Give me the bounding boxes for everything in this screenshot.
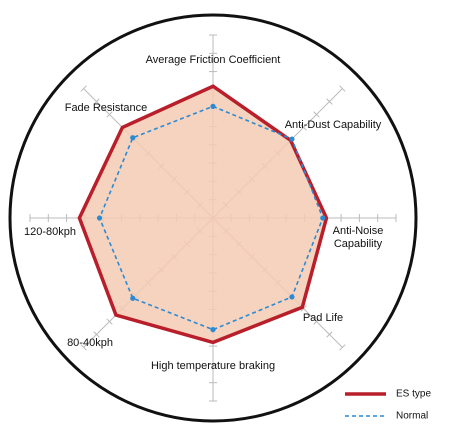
category-label: Pad Life: [303, 312, 343, 324]
point: [320, 215, 326, 221]
point: [210, 103, 216, 109]
tick-mark: [93, 98, 100, 105]
tick-mark: [339, 85, 346, 92]
tick-mark: [93, 331, 100, 338]
point: [130, 135, 136, 141]
category-label: Anti-Noise Capability: [332, 225, 384, 250]
outer-ring: [8, 13, 418, 423]
category-label: Anti-Dust Capability: [285, 119, 382, 131]
point: [289, 294, 295, 300]
tick-mark: [300, 124, 307, 131]
tick-mark: [80, 344, 87, 351]
tick-mark: [339, 344, 346, 351]
series-line: [98, 105, 324, 331]
tick-mark: [313, 318, 320, 325]
category-label: High temperature braking: [151, 360, 275, 372]
point: [96, 215, 103, 221]
tick-mark: [106, 111, 113, 118]
point: [210, 327, 216, 333]
category-label: Average Friction Coefficient: [146, 54, 281, 66]
category-label: 80-40kph: [67, 337, 113, 349]
legend-label: ES type: [396, 389, 431, 400]
point: [289, 136, 295, 142]
category-label: 120-80kph: [24, 226, 76, 238]
tick-mark: [326, 98, 333, 105]
tick-mark: [326, 331, 333, 338]
tick-mark: [106, 318, 113, 325]
legend-label: Normal: [396, 411, 428, 422]
tick-mark: [80, 85, 87, 92]
point: [130, 295, 136, 301]
category-label: Fade Resistance: [65, 102, 148, 114]
tick-mark: [313, 111, 320, 118]
